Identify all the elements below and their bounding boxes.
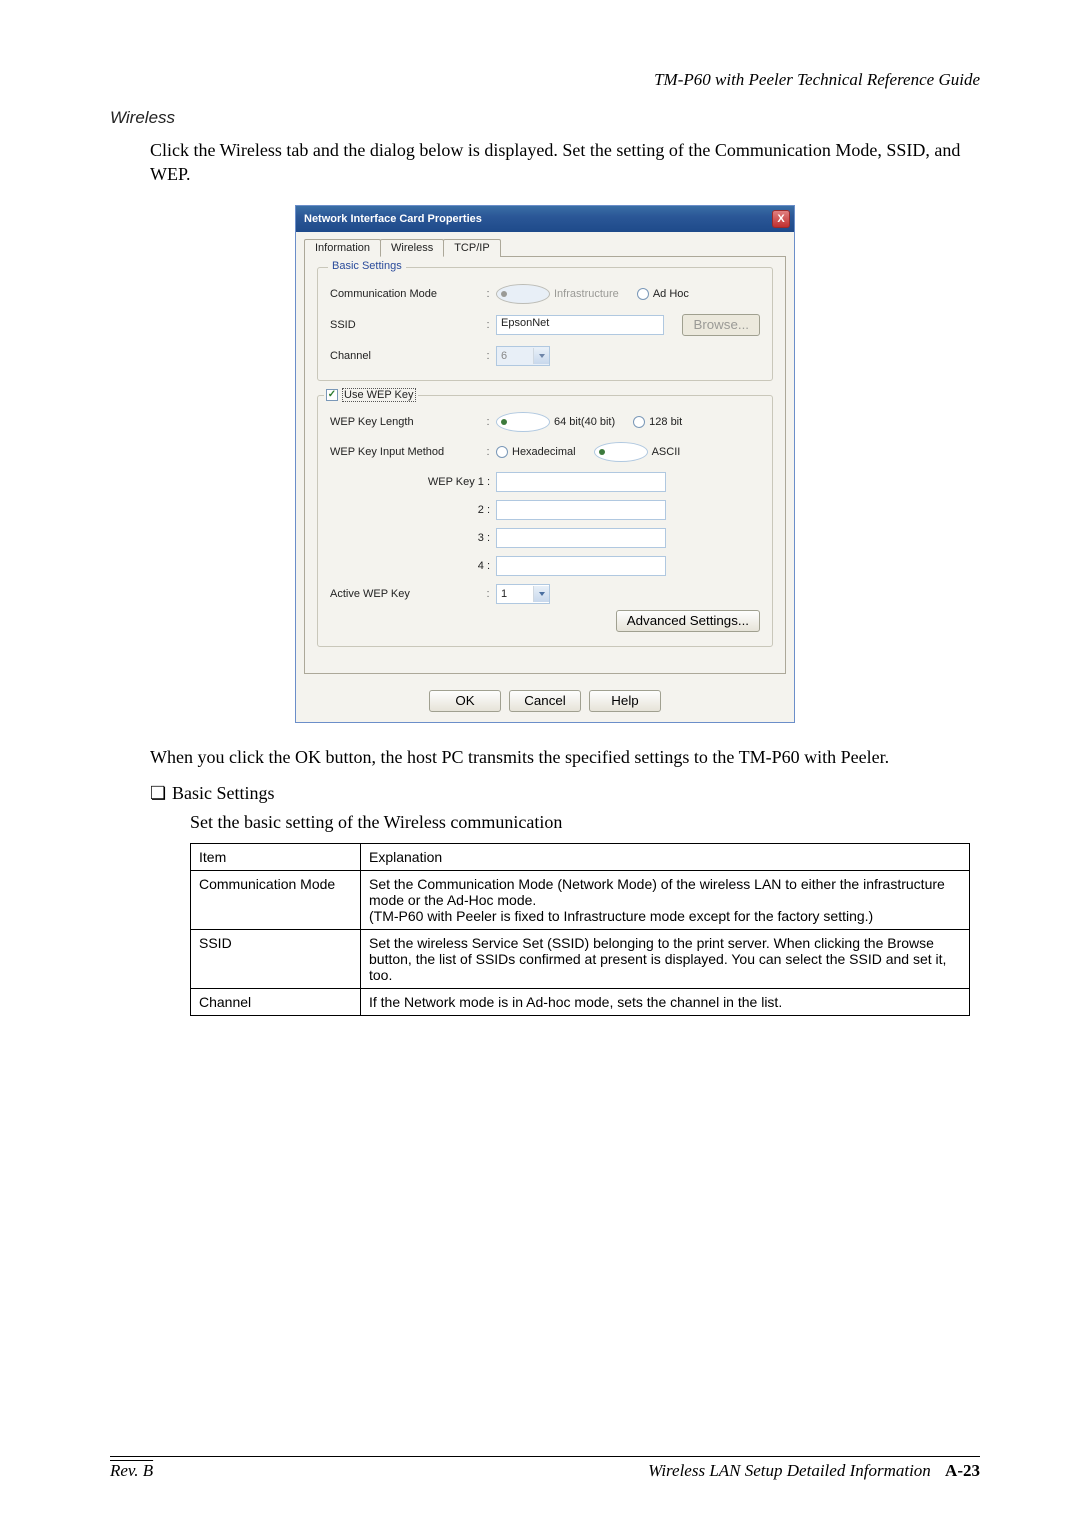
settings-table: Item Explanation Communication Mode Set …	[190, 843, 970, 1016]
table-head-row: Item Explanation	[191, 843, 970, 870]
radio-dot-icon	[496, 284, 550, 304]
tab-information[interactable]: Information	[304, 239, 381, 257]
nic-properties-dialog: Network Interface Card Properties X Info…	[295, 205, 795, 723]
wepkey2-label: 2 :	[330, 504, 496, 516]
wepkey3-label: 3 :	[330, 532, 496, 544]
wepkey4-input[interactable]	[496, 556, 666, 576]
radio-dot-icon	[594, 442, 648, 462]
bullet-basic-settings: ❏ Basic Settings	[150, 783, 980, 804]
cell-exp: Set the wireless Service Set (SSID) belo…	[361, 929, 970, 988]
chevron-down-icon	[533, 586, 549, 602]
tab-wireless[interactable]: Wireless	[380, 239, 444, 257]
radio-circle-icon	[637, 288, 649, 300]
radio-circle-icon	[633, 416, 645, 428]
table-row: Communication Mode Set the Communication…	[191, 870, 970, 929]
channel-label: Channel	[330, 350, 480, 362]
tab-tcpip[interactable]: TCP/IP	[443, 239, 500, 257]
ok-button[interactable]: OK	[429, 690, 501, 712]
table-row: SSID Set the wireless Service Set (SSID)…	[191, 929, 970, 988]
colon: :	[480, 288, 496, 300]
use-wep-key-check[interactable]: Use WEP Key	[324, 388, 418, 402]
basic-settings-title: Basic Settings	[328, 260, 406, 272]
cancel-button[interactable]: Cancel	[509, 690, 581, 712]
intro-paragraph: Click the Wireless tab and the dialog be…	[150, 138, 980, 187]
help-button[interactable]: Help	[589, 690, 661, 712]
after-dialog-paragraph: When you click the OK button, the host P…	[150, 745, 980, 769]
keylen-label: WEP Key Length	[330, 416, 480, 428]
basic-settings-group: Basic Settings Communication Mode : Infr…	[317, 267, 773, 381]
wepkey1-label: WEP Key 1 :	[330, 476, 496, 488]
use-wep-label: Use WEP Key	[342, 388, 416, 402]
footer-right: Wireless LAN Setup Detailed Information …	[648, 1461, 980, 1481]
advanced-settings-button[interactable]: Advanced Settings...	[616, 610, 760, 632]
radio-64-label: 64 bit(40 bit)	[554, 416, 615, 428]
footer-page-number: A-23	[945, 1461, 980, 1480]
radio-128bit[interactable]: 128 bit	[633, 416, 682, 428]
active-key-label: Active WEP Key	[330, 588, 480, 600]
tab-body: Basic Settings Communication Mode : Infr…	[304, 256, 786, 674]
colon: :	[480, 588, 496, 600]
radio-128-label: 128 bit	[649, 416, 682, 428]
table-row: Channel If the Network mode is in Ad-hoc…	[191, 988, 970, 1015]
chevron-down-icon	[533, 348, 549, 364]
radio-dot-icon	[496, 412, 550, 432]
radio-64bit[interactable]: 64 bit(40 bit)	[496, 412, 615, 432]
colon: :	[480, 446, 496, 458]
doc-header-title: TM-P60 with Peeler Technical Reference G…	[110, 70, 980, 90]
radio-infrastructure[interactable]: Infrastructure	[496, 284, 619, 304]
cell-exp: If the Network mode is in Ad-hoc mode, s…	[361, 988, 970, 1015]
browse-button[interactable]: Browse...	[682, 314, 760, 336]
footer-rev: Rev. B	[110, 1461, 153, 1481]
input-method-label: WEP Key Input Method	[330, 446, 480, 458]
dialog-buttons-row: OK Cancel Help	[296, 682, 794, 722]
wepkey2-input[interactable]	[496, 500, 666, 520]
wepkey3-input[interactable]	[496, 528, 666, 548]
ssid-label: SSID	[330, 319, 480, 331]
comm-mode-label: Communication Mode	[330, 288, 480, 300]
checkbox-icon	[326, 389, 338, 401]
radio-adhoc-label: Ad Hoc	[653, 288, 689, 300]
colon: :	[480, 350, 496, 362]
cell-item: SSID	[191, 929, 361, 988]
bullet-icon: ❏	[150, 783, 172, 804]
radio-ascii-label: ASCII	[652, 446, 681, 458]
active-key-value: 1	[501, 588, 507, 600]
radio-circle-icon	[496, 446, 508, 458]
radio-hex-label: Hexadecimal	[512, 446, 576, 458]
wep-group: Use WEP Key WEP Key Length : 64 bit(40 b…	[317, 395, 773, 647]
ssid-input[interactable]: EpsonNet	[496, 315, 664, 335]
radio-ascii[interactable]: ASCII	[594, 442, 681, 462]
dialog-titlebar: Network Interface Card Properties X	[296, 206, 794, 232]
wepkey4-label: 4 :	[330, 560, 496, 572]
bullet-label: Basic Settings	[172, 783, 275, 804]
radio-hex[interactable]: Hexadecimal	[496, 446, 576, 458]
sub-paragraph: Set the basic setting of the Wireless co…	[190, 812, 980, 833]
th-item: Item	[191, 843, 361, 870]
dialog-title: Network Interface Card Properties	[304, 213, 482, 225]
tabs-row: Information Wireless TCP/IP	[296, 232, 794, 256]
close-icon[interactable]: X	[772, 210, 790, 228]
radio-infra-label: Infrastructure	[554, 288, 619, 300]
colon: :	[480, 416, 496, 428]
cell-item: Channel	[191, 988, 361, 1015]
page-footer: Rev. B Wireless LAN Setup Detailed Infor…	[110, 1456, 980, 1481]
section-heading: Wireless	[110, 108, 980, 128]
wepkey1-input[interactable]	[496, 472, 666, 492]
radio-adhoc[interactable]: Ad Hoc	[637, 288, 689, 300]
active-key-select[interactable]: 1	[496, 584, 550, 604]
colon: :	[480, 319, 496, 331]
th-explanation: Explanation	[361, 843, 970, 870]
channel-select[interactable]: 6	[496, 346, 550, 366]
channel-value: 6	[501, 350, 507, 362]
cell-item: Communication Mode	[191, 870, 361, 929]
cell-exp: Set the Communication Mode (Network Mode…	[361, 870, 970, 929]
